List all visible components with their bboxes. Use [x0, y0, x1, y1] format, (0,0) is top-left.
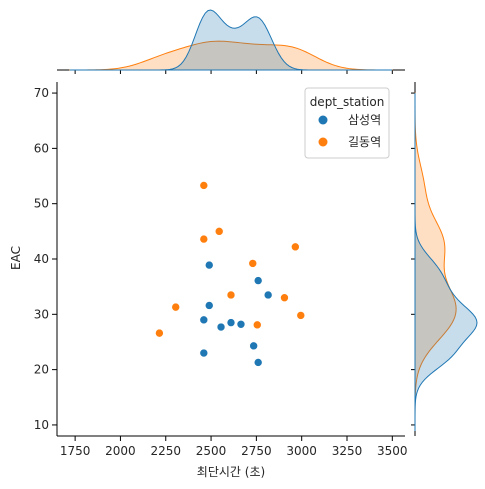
y-tick-label: 40	[34, 252, 49, 266]
top-marginal-kde	[57, 9, 405, 74]
right-marginal-kde	[411, 82, 478, 436]
scatter-point	[155, 328, 164, 338]
scatter-point	[291, 242, 300, 252]
top-kde-curve	[69, 40, 393, 71]
y-tick-label: 20	[34, 363, 49, 377]
scatter-point	[216, 322, 226, 332]
legend-label: 길동역	[348, 135, 381, 149]
x-tick-label: 2500	[196, 444, 227, 458]
scatter-point	[171, 302, 181, 312]
scatter-point	[280, 293, 289, 303]
scatter-point	[226, 290, 236, 300]
scatter-point	[236, 319, 246, 329]
scatter-point	[296, 311, 306, 320]
x-tick-label: 3500	[377, 444, 408, 458]
x-tick-label: 3250	[332, 444, 363, 458]
scatter-point	[204, 260, 214, 270]
scatter-point	[263, 290, 273, 300]
scatter-point	[226, 318, 236, 327]
scatter-point	[252, 320, 262, 330]
scatter-point	[199, 315, 209, 325]
y-tick-label: 70	[34, 86, 49, 100]
y-tick-label: 60	[34, 141, 49, 155]
top-kde-curve	[69, 9, 393, 71]
scatter-point	[199, 234, 209, 244]
x-tick-label: 2750	[241, 444, 272, 458]
scatter-points	[155, 181, 306, 367]
legend-label: 삼성역	[348, 113, 381, 127]
x-tick-label: 1750	[60, 444, 91, 458]
scatter-point	[253, 276, 263, 285]
right-kde-curve	[414, 92, 457, 431]
x-axis-label: 최단시간 (초)	[197, 465, 265, 479]
y-tick-label: 10	[34, 418, 49, 432]
axis-ticks: 1750 2000 2250 2500 2750 3000 3250 3500 10 20 30 40…	[34, 86, 408, 458]
legend-marker	[318, 137, 328, 147]
x-tick-label: 3000	[286, 444, 317, 458]
y-tick-label: 30	[34, 307, 49, 321]
legend-title: dept_station	[310, 95, 385, 109]
scatter-point	[253, 358, 263, 367]
x-tick-label: 2250	[150, 444, 181, 458]
scatter-point	[214, 227, 224, 236]
legend-marker	[318, 115, 328, 125]
right-kde-curve	[414, 93, 478, 431]
scatter-point	[248, 259, 258, 268]
scatter-point	[199, 348, 209, 358]
x-tick-label: 2000	[105, 444, 136, 458]
y-tick-label: 50	[34, 197, 49, 211]
scatter-point	[249, 341, 258, 351]
scatter-point	[199, 181, 209, 190]
scatter-point	[204, 301, 214, 310]
y-axis-label: EAC	[9, 246, 23, 270]
